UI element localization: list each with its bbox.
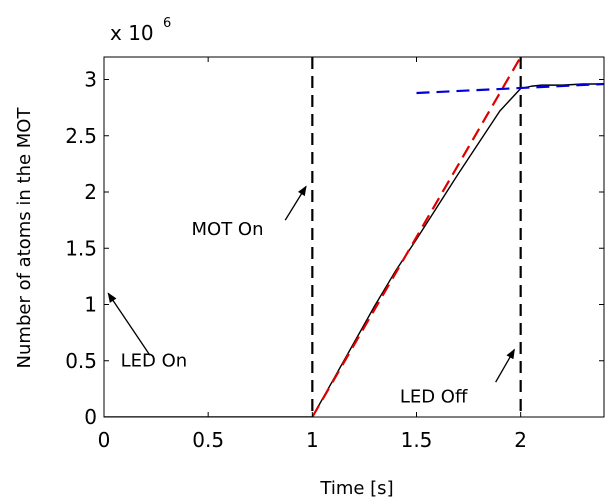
- plot-frame: [103, 56, 605, 418]
- x-tick-label: 1: [306, 428, 319, 452]
- y-tick-label: 3: [84, 68, 97, 92]
- x-tick-label: 1.5: [401, 428, 433, 452]
- x-tick-label: 0.5: [192, 428, 224, 452]
- x-tick-label: 2: [514, 428, 527, 452]
- y-tick-label: 2: [84, 180, 97, 204]
- series-line-1: [104, 83, 604, 417]
- data-layer: [104, 57, 604, 417]
- plot-area: [104, 57, 604, 417]
- annotation-layer: LED On MOT On LED Off: [107, 185, 515, 407]
- y-tick-label: 1: [84, 293, 97, 317]
- y-tick-label: 1.5: [65, 236, 97, 260]
- annotation-label-3: LED Off: [400, 386, 468, 407]
- y-tick-label: 0.5: [65, 349, 97, 373]
- y-axis-title: Number of atoms in the MOT: [14, 107, 35, 369]
- x-tick-label: 0: [98, 428, 111, 452]
- series-line-2: [311, 57, 522, 417]
- y-tick-label: 0: [84, 405, 97, 429]
- annotation-label-2: MOT On: [192, 219, 264, 240]
- ticks-layer: 0 0.5 1 1.5 2 0 0.5 1 1.5 2 2.5 3: [65, 57, 604, 452]
- series-line-3: [416, 82, 604, 95]
- annotation-arrow-3: [495, 348, 515, 383]
- annotation-arrow-1: [107, 292, 151, 356]
- annotation-arrow-2: [284, 185, 307, 221]
- annotation-label-1: LED On: [121, 350, 188, 371]
- x-axis-title: Time [s]: [319, 478, 393, 499]
- y-exponent-label: x 10: [110, 21, 154, 45]
- y-tick-label: 2.5: [65, 124, 97, 148]
- y-exponent-power: 6: [163, 16, 171, 31]
